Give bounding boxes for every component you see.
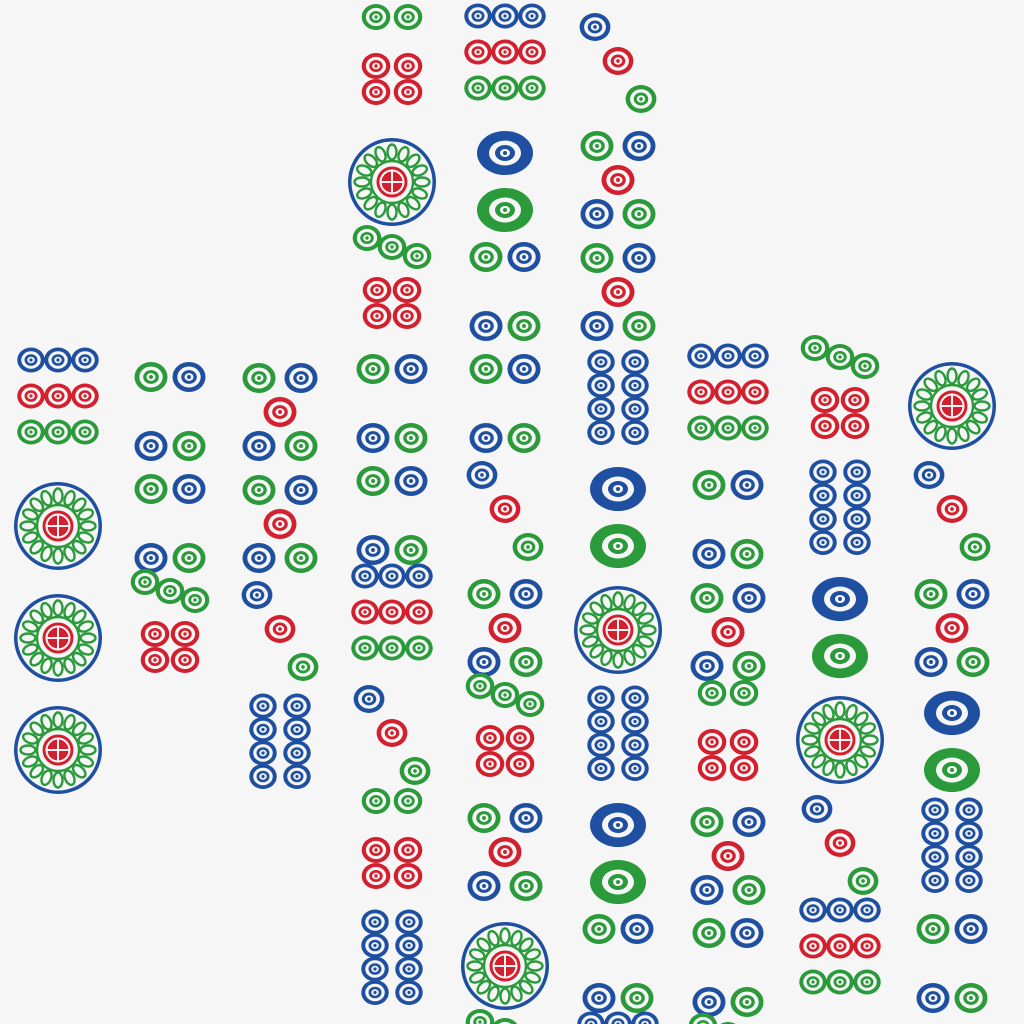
circle-tile-7[interactable]	[790, 335, 890, 450]
circle-tile-7[interactable]	[678, 1013, 778, 1024]
circle-tile-5[interactable]	[455, 788, 555, 901]
circle-tile-5[interactable]	[455, 564, 555, 677]
circle-tile-8[interactable]	[230, 684, 330, 796]
circle-tile-6[interactable]	[342, 788, 442, 900]
circle-tile-5[interactable]	[678, 568, 778, 681]
circle-tile-5[interactable]	[230, 460, 330, 573]
circle-tile-8[interactable]	[568, 676, 668, 788]
circle-tile-4[interactable]	[455, 340, 555, 453]
tile-column-4	[342, 4, 442, 1012]
circle-tile-7[interactable]	[342, 225, 442, 340]
circle-tile-1[interactable]	[8, 460, 108, 572]
tile-column-5	[455, 3, 555, 1024]
circle-tile-9[interactable]	[568, 1011, 668, 1024]
circle-tile-4[interactable]	[120, 348, 220, 461]
tile-column-8	[790, 335, 890, 1011]
circle-tile-3[interactable]	[902, 452, 1002, 564]
circle-tile-7[interactable]	[455, 673, 555, 788]
tile-column-3	[230, 348, 330, 796]
circle-tile-5[interactable]	[230, 348, 330, 461]
circle-tile-2[interactable]	[568, 788, 668, 904]
circle-tile-3[interactable]	[568, 4, 668, 116]
circle-tile-5[interactable]	[902, 564, 1002, 677]
circle-tile-9[interactable]	[678, 343, 778, 457]
circle-tile-4[interactable]	[342, 452, 442, 565]
circle-tile-3[interactable]	[790, 786, 890, 898]
circle-tile-4[interactable]	[455, 228, 555, 341]
circle-tile-1[interactable]	[342, 116, 442, 228]
circle-tile-2[interactable]	[568, 452, 668, 568]
circle-tile-5[interactable]	[568, 116, 668, 229]
circle-tile-1[interactable]	[8, 684, 108, 796]
circle-tile-4[interactable]	[120, 460, 220, 573]
circle-tile-1[interactable]	[568, 564, 668, 676]
circle-tile-2[interactable]	[790, 562, 890, 678]
tile-column-6	[568, 4, 668, 1024]
circle-tile-2[interactable]	[902, 676, 1002, 792]
circle-tile-8[interactable]	[342, 900, 442, 1012]
circle-tile-1[interactable]	[455, 900, 555, 1012]
circle-tile-4[interactable]	[342, 340, 442, 453]
circle-tile-9[interactable]	[8, 347, 108, 461]
circle-tile-5[interactable]	[678, 792, 778, 905]
circle-tile-3[interactable]	[230, 572, 330, 684]
tile-column-2	[120, 348, 220, 684]
tile-column-9	[902, 340, 1002, 1024]
circle-tile-4[interactable]	[902, 900, 1002, 1013]
circle-tile-6[interactable]	[342, 4, 442, 116]
circle-tile-9[interactable]	[342, 563, 442, 677]
circle-tile-9[interactable]	[455, 3, 555, 117]
circle-tile-8[interactable]	[902, 788, 1002, 900]
circle-tile-4[interactable]	[678, 456, 778, 569]
tile-column-1	[8, 347, 108, 796]
circle-tile-1[interactable]	[790, 674, 890, 786]
circle-tile-9[interactable]	[790, 897, 890, 1011]
circle-tile-4[interactable]	[678, 904, 778, 1017]
circle-tile-6[interactable]	[678, 680, 778, 792]
circle-tile-4[interactable]	[568, 900, 668, 1013]
circle-tile-4[interactable]	[902, 1012, 1002, 1024]
circle-tile-3[interactable]	[455, 452, 555, 564]
circle-tile-1[interactable]	[8, 572, 108, 684]
tile-column-7	[678, 343, 778, 1024]
circle-tile-2[interactable]	[455, 116, 555, 232]
circle-tile-1[interactable]	[902, 340, 1002, 452]
circle-tile-8[interactable]	[568, 340, 668, 452]
circle-tile-5[interactable]	[568, 228, 668, 341]
circle-tile-7[interactable]	[120, 569, 220, 684]
circle-tile-8[interactable]	[790, 450, 890, 562]
circle-tile-3[interactable]	[342, 676, 442, 788]
circle-tile-7[interactable]	[455, 1009, 555, 1024]
